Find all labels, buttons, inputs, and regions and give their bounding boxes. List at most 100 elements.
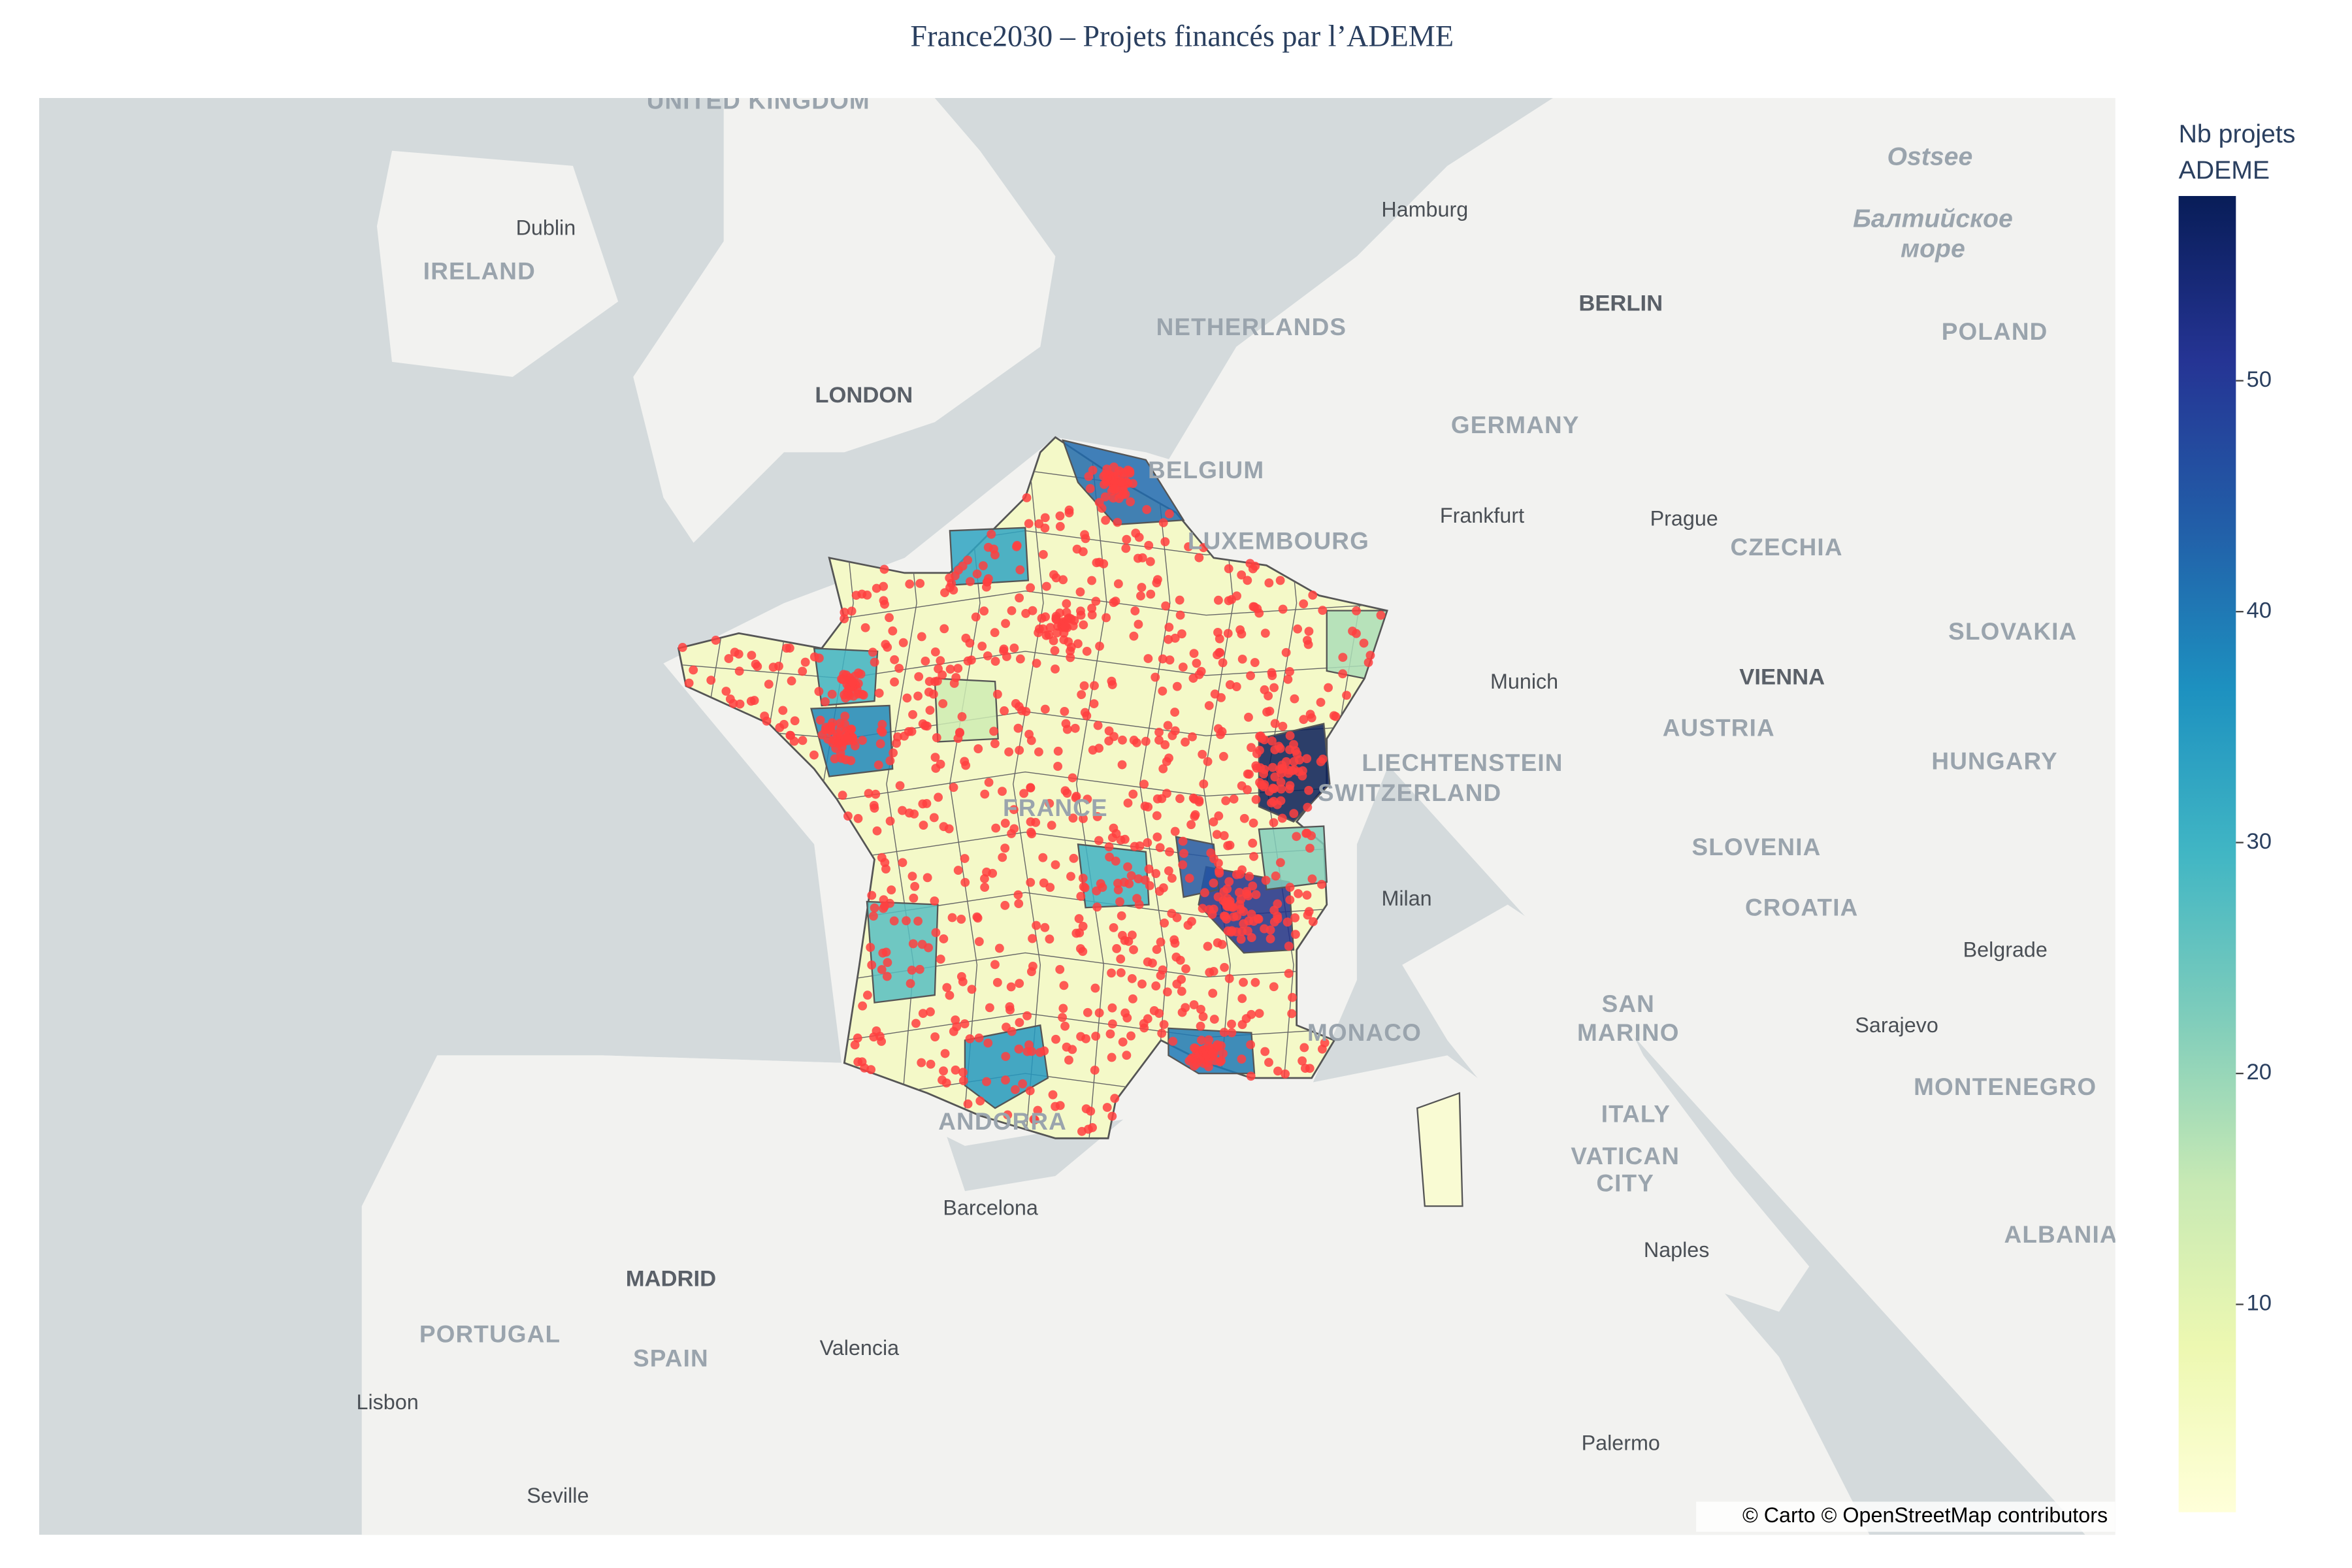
project-marker: [1305, 843, 1315, 853]
project-marker: [1017, 706, 1026, 715]
project-marker: [1305, 1064, 1315, 1073]
project-marker: [945, 573, 955, 583]
project-marker: [1009, 805, 1019, 815]
project-marker: [1104, 726, 1114, 736]
department: [1416, 1092, 1463, 1207]
project-marker: [1236, 904, 1246, 914]
project-marker: [1009, 824, 1019, 834]
project-marker: [883, 958, 892, 968]
project-marker: [1128, 994, 1137, 1004]
project-marker: [1062, 599, 1071, 608]
project-marker: [982, 1077, 991, 1086]
project-marker: [1143, 957, 1152, 967]
project-marker: [1275, 858, 1285, 868]
project-marker: [1144, 540, 1154, 550]
project-marker: [1221, 796, 1231, 806]
project-marker: [990, 739, 1000, 749]
project-marker: [800, 657, 810, 667]
project-marker: [1224, 900, 1234, 909]
project-marker: [907, 965, 917, 975]
project-marker: [951, 673, 961, 682]
project-marker: [975, 1096, 985, 1106]
project-marker: [1331, 711, 1341, 721]
project-marker: [1213, 595, 1223, 605]
project-marker: [815, 715, 825, 725]
project-marker: [1000, 706, 1009, 715]
map-label: CROATIA: [1745, 894, 1858, 921]
project-marker: [1117, 930, 1127, 940]
project-marker: [1285, 731, 1295, 741]
project-marker: [1317, 1044, 1327, 1054]
project-marker: [1189, 1000, 1199, 1009]
project-marker: [1245, 559, 1255, 568]
project-marker: [1189, 649, 1199, 659]
project-marker: [1219, 831, 1229, 840]
attribution: © Carto © OpenStreetMap contributors: [1742, 1503, 2108, 1527]
project-marker: [1284, 784, 1294, 794]
project-marker: [991, 823, 1001, 833]
project-marker: [1246, 1071, 1256, 1081]
project-marker: [1244, 712, 1253, 722]
project-marker: [1032, 659, 1041, 668]
project-marker: [1053, 762, 1063, 771]
project-marker: [768, 662, 778, 672]
project-marker: [1249, 602, 1258, 612]
project-marker: [1304, 785, 1314, 795]
map-label: Dublin: [516, 216, 576, 239]
project-marker: [1196, 1036, 1206, 1045]
project-marker: [1235, 870, 1245, 879]
project-marker: [1062, 789, 1072, 798]
project-marker: [1087, 576, 1096, 585]
project-marker: [882, 972, 892, 981]
project-marker: [1199, 779, 1209, 789]
project-marker: [1203, 941, 1213, 951]
map-label: ITALY: [1601, 1100, 1671, 1127]
project-marker: [1302, 754, 1312, 764]
project-marker: [1116, 835, 1126, 845]
project-marker: [973, 913, 983, 923]
project-marker: [1260, 1047, 1270, 1056]
project-marker: [1081, 1034, 1090, 1043]
project-marker: [1030, 1115, 1039, 1125]
project-marker: [1281, 647, 1291, 657]
project-marker: [1088, 745, 1098, 755]
project-marker: [1091, 596, 1101, 606]
project-marker: [998, 787, 1007, 796]
project-marker: [1051, 860, 1060, 870]
project-marker: [1198, 1012, 1208, 1022]
project-marker: [1026, 736, 1036, 745]
project-marker: [930, 896, 939, 906]
project-marker: [1003, 1110, 1013, 1120]
project-marker: [1090, 983, 1100, 993]
project-marker: [879, 596, 889, 606]
project-marker: [990, 960, 1000, 970]
project-marker: [1109, 923, 1119, 932]
project-marker: [1308, 591, 1318, 600]
project-marker: [1013, 723, 1023, 733]
project-marker: [877, 1037, 887, 1046]
project-marker: [764, 679, 774, 689]
project-marker: [857, 589, 867, 599]
project-marker: [1285, 667, 1294, 676]
project-marker: [785, 644, 794, 653]
ireland: [376, 150, 619, 377]
project-marker: [1183, 921, 1193, 930]
map-label: IRELAND: [423, 257, 536, 284]
project-marker: [974, 937, 984, 947]
project-marker: [1045, 934, 1054, 944]
project-marker: [1218, 658, 1228, 668]
project-marker: [1164, 634, 1173, 644]
project-marker: [1027, 829, 1037, 839]
project-marker: [967, 985, 977, 994]
project-marker: [949, 585, 958, 595]
project-marker: [1278, 604, 1288, 614]
project-marker: [910, 881, 920, 891]
project-marker: [1209, 904, 1218, 914]
project-marker: [1170, 633, 1180, 643]
project-marker: [1107, 1019, 1117, 1029]
project-marker: [940, 1049, 950, 1058]
project-marker: [1135, 841, 1145, 851]
project-marker: [1164, 866, 1173, 875]
project-marker: [1155, 843, 1165, 853]
project-marker: [1140, 875, 1150, 885]
